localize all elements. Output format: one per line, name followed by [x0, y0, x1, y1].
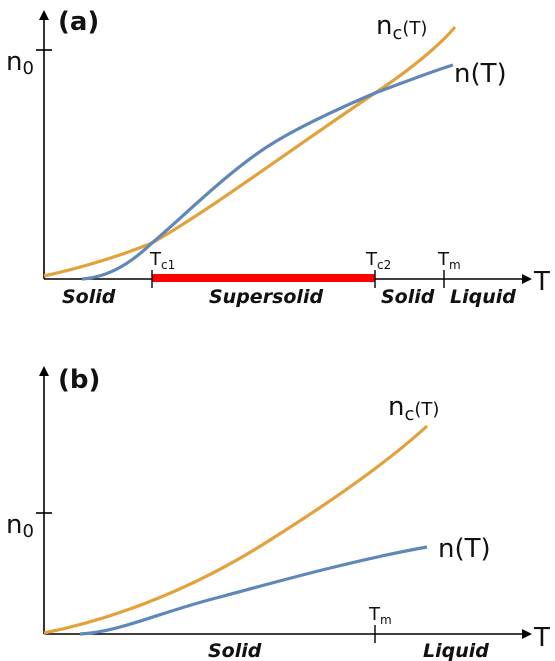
panel-b-region-solid: Solid — [208, 640, 262, 661]
panel-b-nc-curve — [43, 424, 429, 635]
panel-a-tc1-label: Tc1 — [149, 249, 175, 272]
panel-a-region-supersolid: Supersolid — [209, 286, 323, 308]
supersolid-band — [152, 274, 375, 282]
panel-a-n-curve — [81, 63, 454, 281]
panel-a-label: (a) — [58, 7, 99, 37]
panel-b-x-axis-label: T — [533, 623, 550, 653]
panel-a-n-label: n(T) — [454, 59, 507, 89]
panel-b-n-curve — [79, 545, 428, 636]
panel-b-region-liquid: Liquid — [423, 640, 489, 661]
panel-a-nc-label: nc(T) — [376, 11, 427, 44]
panel-b: n0 (b) Tm T nc(T) n(T) Solid Liquid — [6, 365, 550, 661]
panel-b-label: (b) — [58, 365, 100, 395]
panel-a-tm-label: Tm — [437, 249, 461, 272]
panel-b-nc-label: nc(T) — [388, 392, 439, 425]
panel-a-tc2-label: Tc2 — [365, 249, 391, 272]
panel-b-tm-label: Tm — [368, 604, 392, 627]
panel-a-region-liquid: Liquid — [450, 286, 516, 308]
panel-a-region-solid-1: Solid — [62, 286, 116, 308]
panel-a-region-solid-2: Solid — [381, 286, 435, 308]
panel-a-n0-label: n0 — [6, 47, 34, 79]
panel-b-n0-label: n0 — [6, 510, 34, 542]
panel-a: n0 (a) Tc1 Tc2 Tm T nc(T) n(T) Solid Sup… — [6, 7, 550, 308]
panel-a-x-axis-label: T — [533, 267, 550, 297]
panel-a-nc-curve — [43, 25, 457, 278]
panel-b-n-label: n(T) — [438, 534, 491, 564]
